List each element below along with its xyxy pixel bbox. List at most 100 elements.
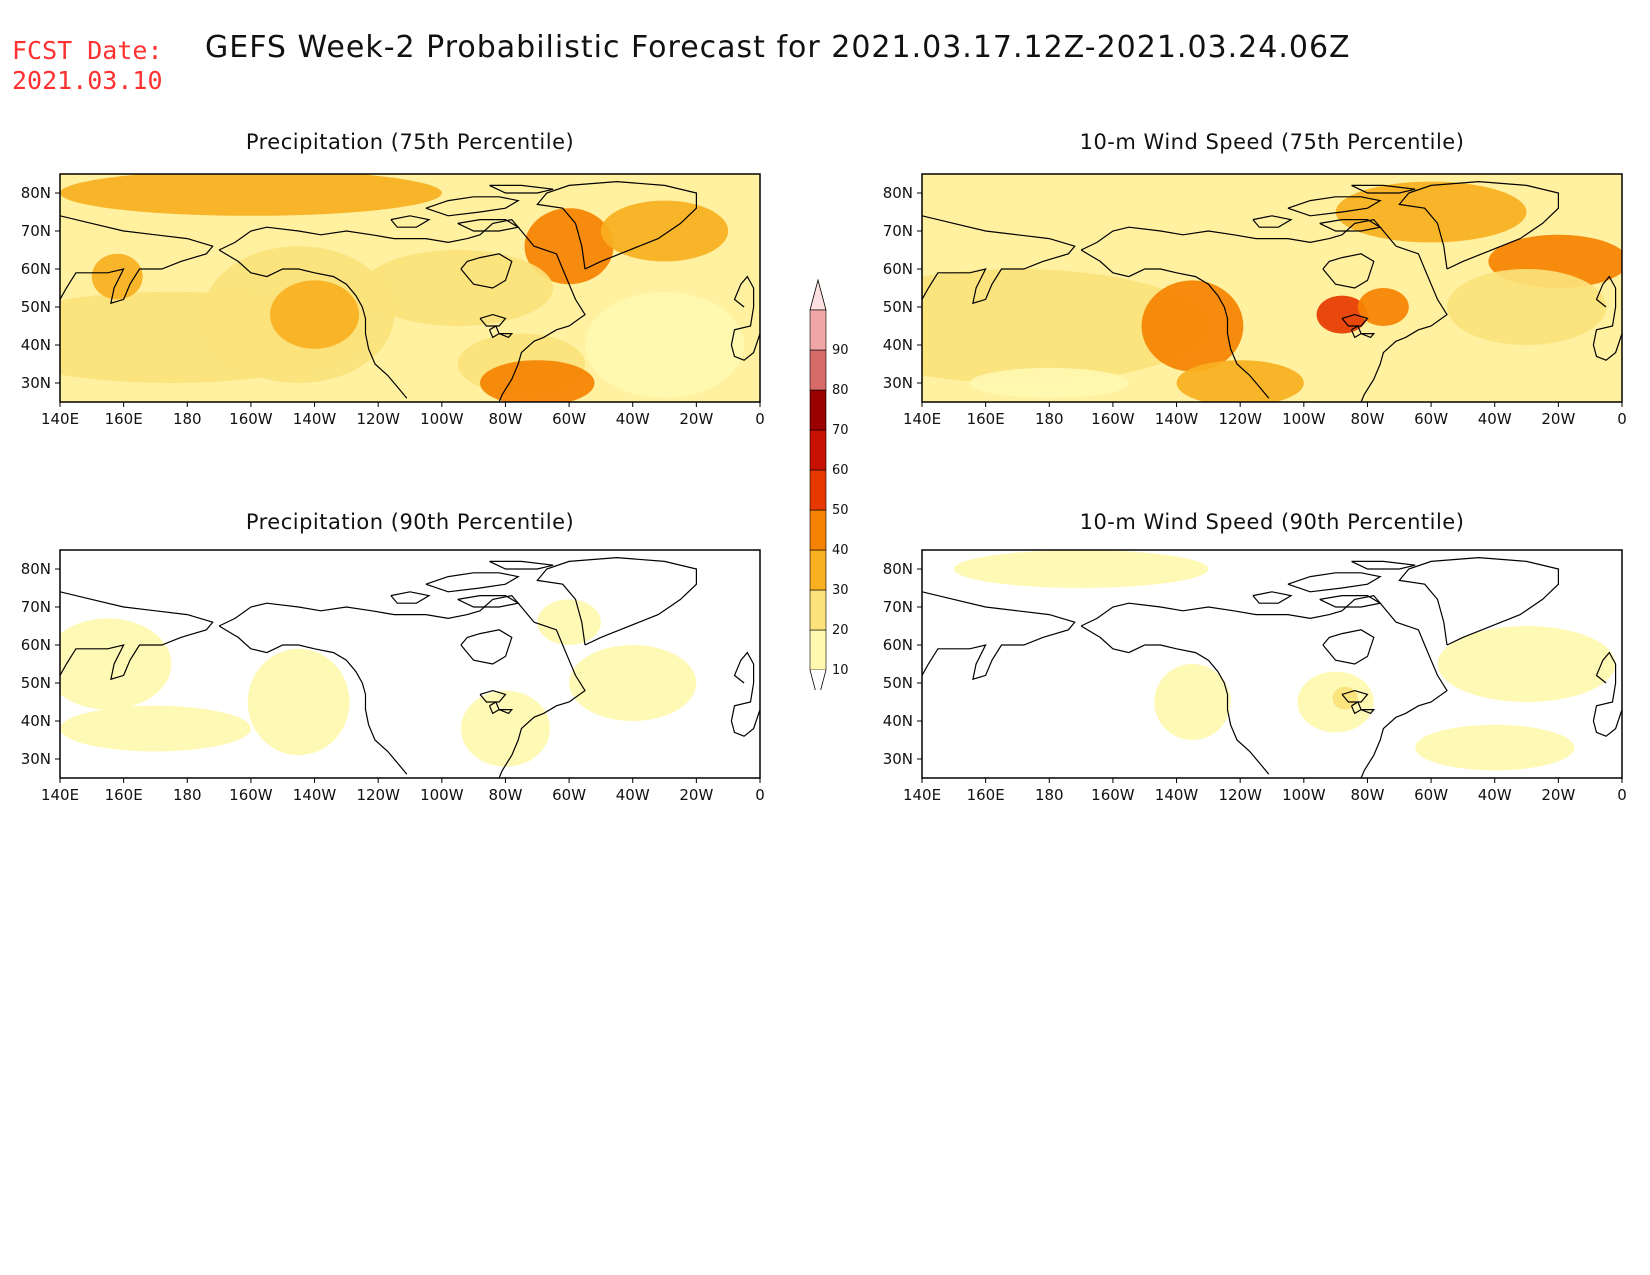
lon-tick-label: 0 [755, 410, 765, 428]
colorbar-label: 30 [832, 583, 849, 598]
colorbar-swatch [809, 469, 827, 511]
colorbar-swatch [809, 349, 827, 391]
coastline [1287, 572, 1382, 593]
colorbar-swatch [809, 429, 827, 471]
panel-title-precip-75: Precipitation (75th Percentile) [245, 130, 575, 154]
fcst-date-caption: FCST Date: [12, 36, 163, 65]
lat-tick-label: 50N [21, 298, 51, 316]
probability-contour-fill [480, 360, 595, 402]
coastline [218, 625, 408, 775]
probability-contour-fill [569, 645, 697, 721]
coastline [536, 180, 697, 270]
coastline [460, 253, 513, 289]
colorbar-swatch [809, 509, 827, 551]
probability-contour-fill [60, 705, 251, 752]
probability-contour-fill [969, 367, 1129, 399]
probability-contour-fill [270, 280, 360, 349]
coastline [536, 556, 697, 646]
lon-tick-label: 80W [1350, 410, 1384, 428]
lat-tick-label: 70N [21, 598, 51, 616]
probability-contour-fill [91, 253, 143, 300]
coastline [1398, 556, 1559, 646]
colorbar-label: 10 [832, 663, 849, 678]
lon-tick-label: 140E [41, 786, 79, 804]
coastline [479, 689, 507, 703]
map-panel-precip-90: 140E 160E 180 160W 140W 120W 100W 80W 60W 40W 20W 0… [21, 549, 765, 804]
lat-tick-label: 80N [21, 184, 51, 202]
page-title: GEFS Week-2 Probabilistic Forecast for 2… [205, 30, 1351, 65]
coastline [922, 591, 1076, 681]
coastline [425, 196, 520, 217]
lat-tick-label: 70N [883, 222, 913, 240]
lon-tick-label: 60W [552, 786, 586, 804]
lon-tick-label: 20W [1541, 786, 1575, 804]
lon-tick-label: 160W [1091, 786, 1135, 804]
coastline [1252, 591, 1293, 604]
panel-title-precip-90: Precipitation (90th Percentile) [245, 510, 575, 534]
lon-tick-label: 80W [488, 786, 522, 804]
lon-tick-label: 180 [1035, 786, 1064, 804]
coastline [1350, 701, 1362, 715]
lon-tick-label: 160E [967, 410, 1005, 428]
forecast-date-label: FCST Date: 2021.03.10 [12, 36, 163, 96]
probability-contour-fill [460, 690, 550, 767]
lon-tick-label: 140W [293, 786, 337, 804]
panel-title-wind-90: 10-m Wind Speed (90th Percentile) [1079, 510, 1465, 534]
probability-contour-fill [60, 174, 442, 216]
probability-contour-fill [1437, 626, 1616, 702]
lon-tick-label: 40W [1478, 410, 1512, 428]
lon-tick-label: 120W [1218, 410, 1262, 428]
fcst-date-value: 2021.03.10 [12, 66, 163, 95]
colorbar-swatch [809, 629, 827, 671]
lat-tick-label: 50N [21, 674, 51, 692]
lat-tick-label: 60N [21, 260, 51, 278]
color-legend: 10 20 30 40 50 60 70 80 90 [809, 278, 849, 690]
coastline [1287, 196, 1382, 217]
map-frame [921, 173, 1623, 403]
probability-contour-fill [1357, 288, 1409, 326]
lon-tick-label: 120W [356, 786, 400, 804]
lat-tick-label: 70N [21, 222, 51, 240]
lon-tick-label: 100W [420, 410, 464, 428]
colorbar-swatch [809, 549, 827, 591]
coastline [218, 594, 586, 778]
coastline [1398, 180, 1559, 270]
coastline [1319, 219, 1382, 232]
probability-contour-fill [1154, 664, 1231, 740]
lon-tick-label: 100W [1282, 410, 1326, 428]
coastline [1080, 218, 1448, 402]
lon-tick-label: 140E [903, 410, 941, 428]
coastline [1351, 184, 1416, 194]
lon-tick-label: 40W [616, 786, 650, 804]
coastline [922, 215, 1076, 305]
lon-tick-label: 80W [1350, 786, 1384, 804]
coastline [1592, 651, 1622, 737]
lon-tick-label: 140W [1155, 410, 1199, 428]
coastline [489, 184, 554, 194]
coastline [479, 313, 507, 327]
coastline [218, 249, 408, 399]
coastline [1592, 275, 1622, 361]
lon-tick-label: 20W [1541, 410, 1575, 428]
coastline [1350, 325, 1362, 339]
coastline [60, 215, 214, 305]
lat-tick-label: 70N [883, 598, 913, 616]
probability-contour-fill [1447, 269, 1607, 345]
lat-tick-label: 60N [21, 636, 51, 654]
lon-tick-label: 0 [755, 786, 765, 804]
probability-contour-fill [1415, 724, 1575, 771]
lat-tick-label: 40N [883, 336, 913, 354]
probability-contour-fill [537, 599, 601, 645]
lon-tick-label: 140E [41, 410, 79, 428]
coastline [1351, 560, 1416, 570]
lon-tick-label: 160E [967, 786, 1005, 804]
lat-tick-label: 50N [883, 674, 913, 692]
lat-tick-label: 30N [883, 374, 913, 392]
map-frame [59, 549, 761, 779]
lon-tick-label: 0 [1617, 786, 1627, 804]
probability-contour-fill [1316, 295, 1368, 334]
lat-tick-label: 30N [883, 750, 913, 768]
lon-tick-label: 120W [1218, 786, 1262, 804]
lon-tick-label: 160W [229, 410, 273, 428]
lon-tick-label: 60W [552, 410, 586, 428]
